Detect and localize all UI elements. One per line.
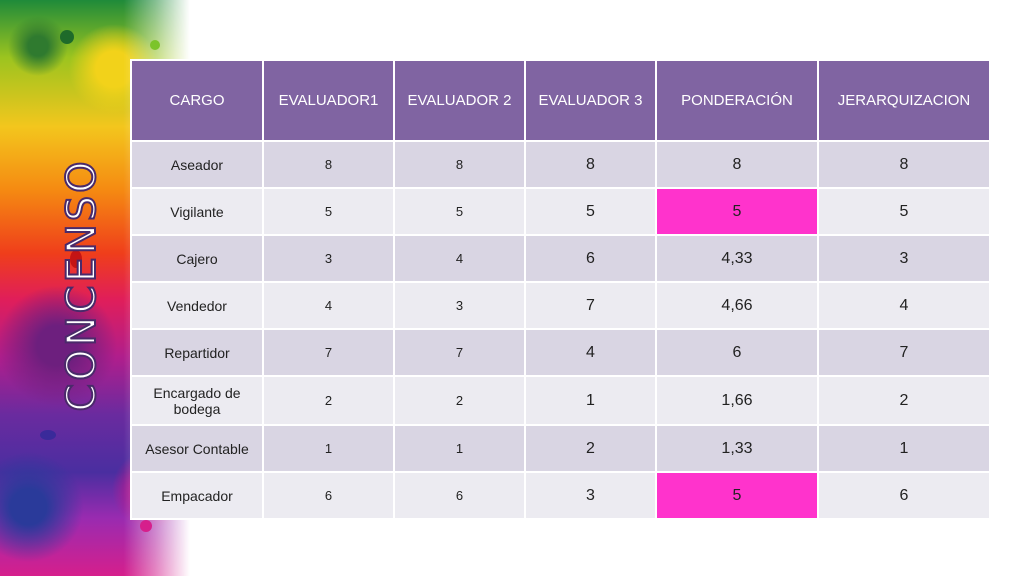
table-row: Vigilante 5 5 5 5 5 (130, 187, 991, 236)
cell-evaluador3: 8 (524, 140, 657, 189)
cell-evaluador1: 8 (262, 140, 395, 189)
cell-evaluador1: 6 (262, 471, 395, 520)
cell-evaluador1: 2 (262, 375, 395, 426)
table-row: Encargado de bodega 2 2 1 1,66 2 (130, 375, 991, 426)
cell-evaluador2: 2 (393, 375, 526, 426)
cell-ponderacion: 6 (655, 328, 819, 377)
cell-evaluador3: 6 (524, 234, 657, 283)
cell-evaluador1: 1 (262, 424, 395, 473)
cell-cargo: Cajero (130, 234, 264, 283)
cell-jerarquizacion: 4 (817, 281, 991, 330)
cell-evaluador1: 7 (262, 328, 395, 377)
cell-evaluador2: 1 (393, 424, 526, 473)
table-row: Vendedor 4 3 7 4,66 4 (130, 281, 991, 330)
consensus-table: CARGO EVALUADOR1 EVALUADOR 2 EVALUADOR 3… (130, 59, 991, 520)
table-row: Cajero 3 4 6 4,33 3 (130, 234, 991, 283)
cell-ponderacion: 4,33 (655, 234, 819, 283)
cell-ponderacion: 4,66 (655, 281, 819, 330)
header-evaluador2: EVALUADOR 2 (393, 59, 526, 142)
cell-jerarquizacion: 3 (817, 234, 991, 283)
cell-evaluador3: 2 (524, 424, 657, 473)
cell-cargo: Vigilante (130, 187, 264, 236)
cell-evaluador3: 3 (524, 471, 657, 520)
cell-cargo: Empacador (130, 471, 264, 520)
slide-title: CONCENSO (58, 157, 106, 412)
cell-evaluador3: 4 (524, 328, 657, 377)
cell-cargo: Vendedor (130, 281, 264, 330)
table-row: Repartidor 7 7 4 6 7 (130, 328, 991, 377)
cell-evaluador3: 1 (524, 375, 657, 426)
consensus-table-container: CARGO EVALUADOR1 EVALUADOR 2 EVALUADOR 3… (130, 59, 991, 520)
cell-jerarquizacion: 7 (817, 328, 991, 377)
table-row: Aseador 8 8 8 8 8 (130, 140, 991, 189)
header-evaluador1: EVALUADOR1 (262, 59, 395, 142)
header-cargo: CARGO (130, 59, 264, 142)
cell-evaluador1: 5 (262, 187, 395, 236)
cell-evaluador2: 4 (393, 234, 526, 283)
cell-jerarquizacion: 6 (817, 471, 991, 520)
cell-evaluador2: 5 (393, 187, 526, 236)
cell-evaluador3: 7 (524, 281, 657, 330)
cell-ponderacion-highlighted: 5 (655, 471, 819, 520)
table-row: Asesor Contable 1 1 2 1,33 1 (130, 424, 991, 473)
cell-ponderacion: 8 (655, 140, 819, 189)
cell-evaluador3: 5 (524, 187, 657, 236)
cell-jerarquizacion: 8 (817, 140, 991, 189)
header-ponderacion: PONDERACIÓN (655, 59, 819, 142)
cell-evaluador2: 6 (393, 471, 526, 520)
cell-jerarquizacion: 2 (817, 375, 991, 426)
cell-evaluador1: 4 (262, 281, 395, 330)
cell-evaluador2: 8 (393, 140, 526, 189)
table-header-row: CARGO EVALUADOR1 EVALUADOR 2 EVALUADOR 3… (130, 59, 991, 142)
cell-jerarquizacion: 1 (817, 424, 991, 473)
header-evaluador3: EVALUADOR 3 (524, 59, 657, 142)
table-row: Empacador 6 6 3 5 6 (130, 471, 991, 520)
cell-ponderacion-highlighted: 5 (655, 187, 819, 236)
cell-evaluador2: 7 (393, 328, 526, 377)
header-jerarquizacion: JERARQUIZACION (817, 59, 991, 142)
cell-cargo: Encargado de bodega (130, 375, 264, 426)
cell-cargo: Asesor Contable (130, 424, 264, 473)
cell-evaluador2: 3 (393, 281, 526, 330)
cell-cargo: Aseador (130, 140, 264, 189)
cell-ponderacion: 1,33 (655, 424, 819, 473)
cell-jerarquizacion: 5 (817, 187, 991, 236)
slide-title-container: CONCENSO (44, 157, 120, 412)
cell-cargo: Repartidor (130, 328, 264, 377)
cell-evaluador1: 3 (262, 234, 395, 283)
cell-ponderacion: 1,66 (655, 375, 819, 426)
